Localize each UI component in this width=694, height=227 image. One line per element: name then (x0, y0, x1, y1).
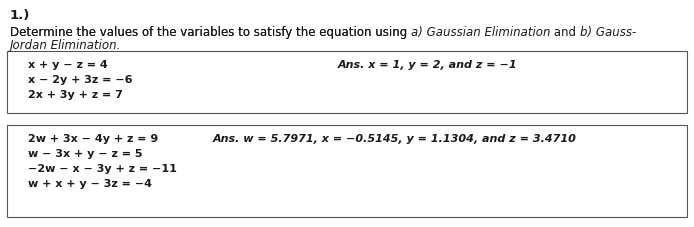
Text: 2x + 3y + z = 7: 2x + 3y + z = 7 (28, 90, 123, 100)
Text: and: and (550, 26, 580, 39)
Text: Determine the values of the variables to satisfy the equation using: Determine the values of the variables to… (10, 26, 411, 39)
Text: b) Gauss-: b) Gauss- (580, 26, 636, 39)
Text: w − 3x + y − z = 5: w − 3x + y − z = 5 (28, 148, 142, 158)
Text: Jordan Elimination.: Jordan Elimination. (10, 39, 121, 52)
Bar (7, 126, 687, 217)
Text: Ans. x = 1, y = 2, and z = −1: Ans. x = 1, y = 2, and z = −1 (338, 60, 518, 70)
Text: −2w − x − 3y + z = −11: −2w − x − 3y + z = −11 (28, 163, 177, 173)
Text: x − 2y + 3z = −6: x − 2y + 3z = −6 (28, 75, 133, 85)
Bar (7, 52, 687, 114)
Text: 1.): 1.) (10, 9, 31, 22)
Text: 2w + 3x − 4y + z = 9: 2w + 3x − 4y + z = 9 (28, 133, 158, 143)
Text: w + x + y − 3z = −4: w + x + y − 3z = −4 (28, 178, 152, 188)
Text: x + y − z = 4: x + y − z = 4 (28, 60, 108, 70)
Text: a) Gaussian Elimination: a) Gaussian Elimination (411, 26, 550, 39)
Text: Ans. w = 5.7971, x = −0.5145, y = 1.1304, and z = 3.4710: Ans. w = 5.7971, x = −0.5145, y = 1.1304… (213, 133, 577, 143)
Text: Determine the values of the variables to satisfy the equation using: Determine the values of the variables to… (10, 26, 411, 39)
